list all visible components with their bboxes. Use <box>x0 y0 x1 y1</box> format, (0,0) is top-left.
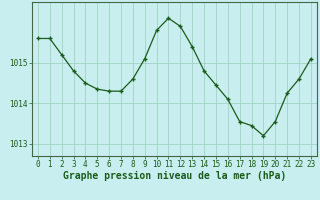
X-axis label: Graphe pression niveau de la mer (hPa): Graphe pression niveau de la mer (hPa) <box>63 171 286 181</box>
